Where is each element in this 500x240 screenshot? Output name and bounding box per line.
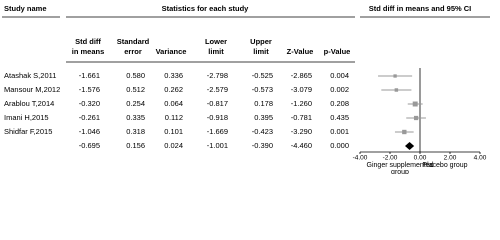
table-cell: 0.112 [165,113,183,122]
stats-header: Statistics for each study [162,4,250,13]
table-cell: 0.335 [126,113,145,122]
column-header: limit [253,47,269,56]
table-cell: -0.320 [79,99,100,108]
table-cell: 0.064 [164,99,183,108]
table-cell: 0.101 [164,127,183,136]
table-cell: 0.156 [126,141,145,150]
study-name: Atashak S,2011 [4,71,56,80]
table-cell: -2.798 [207,71,228,80]
table-cell: -4.460 [291,141,312,150]
table-cell: -0.423 [252,127,273,136]
table-cell: 0.254 [126,99,145,108]
column-header: limit [208,47,224,56]
table-cell: 0.024 [164,141,183,150]
group-label: Placebo group [422,162,467,169]
column-header: p-Value [324,47,351,56]
table-cell: 0.004 [330,71,349,80]
plot-header: Std diff in means and 95% CI [369,4,472,13]
table-cell: -2.579 [207,85,228,94]
table-cell: -1.001 [207,141,228,150]
column-header: Standard [117,37,150,46]
table-cell: -0.525 [252,71,273,80]
table-cell: 0.512 [126,85,145,94]
table-cell: 0.262 [164,85,183,94]
column-header: Upper [250,37,272,46]
table-cell: 0.318 [126,127,145,136]
column-header: error [124,47,142,56]
table-cell: 0.336 [164,71,183,80]
study-name: Shidfar F,2015 [4,127,52,136]
study-name: Arablou T,2014 [4,99,54,108]
table-cell: -3.290 [291,127,312,136]
forest-plot: Study name Statistics for each study Std… [2,4,490,174]
summary-diamond [404,142,415,150]
table-cell: -2.865 [291,71,312,80]
x-tick-label: -4.00 [353,155,368,162]
table-cell: -1.046 [79,127,100,136]
table-cell: 0.435 [330,113,349,122]
study-name: Mansour M,2012 [4,85,60,94]
group-label: group [391,169,409,174]
table-cell: -1.260 [291,99,312,108]
table-cell: 0.178 [254,99,273,108]
x-tick-label: -2.00 [383,155,398,162]
table-cell: 0.001 [330,127,349,136]
study-header: Study name [4,4,47,13]
column-header: Variance [156,47,187,56]
table-cell: -1.576 [79,85,100,94]
table-cell: -3.079 [291,85,312,94]
group-label: Ginger supplemented [367,162,434,169]
table-cell: 0.208 [330,99,349,108]
table-cell: 0.395 [254,113,273,122]
table-cell: -1.669 [207,127,228,136]
table-cell: -0.695 [79,141,100,150]
study-name: Imani H,2015 [4,113,49,122]
table-cell: -0.261 [79,113,100,122]
table-cell: 0.000 [330,141,349,150]
column-header: in means [72,47,105,56]
column-header: Std diff [75,37,101,46]
x-tick-label: 0.00 [414,155,427,162]
table-cell: -0.918 [207,113,228,122]
x-tick-label: 4.00 [474,155,487,162]
table-cell: -0.781 [291,113,312,122]
table-cell: -0.573 [252,85,273,94]
table-cell: 0.580 [126,71,145,80]
table-cell: -0.817 [207,99,228,108]
effect-square [394,88,399,92]
effect-square [393,74,397,78]
effect-square [402,129,407,135]
table-cell: 0.002 [330,85,349,94]
table-cell: -1.661 [79,71,100,80]
column-header: Z-Value [287,47,314,56]
effect-square [413,115,419,121]
column-header: Lower [205,37,227,46]
table-cell: -0.390 [252,141,273,150]
x-tick-label: 2.00 [444,155,457,162]
effect-square [412,101,418,107]
